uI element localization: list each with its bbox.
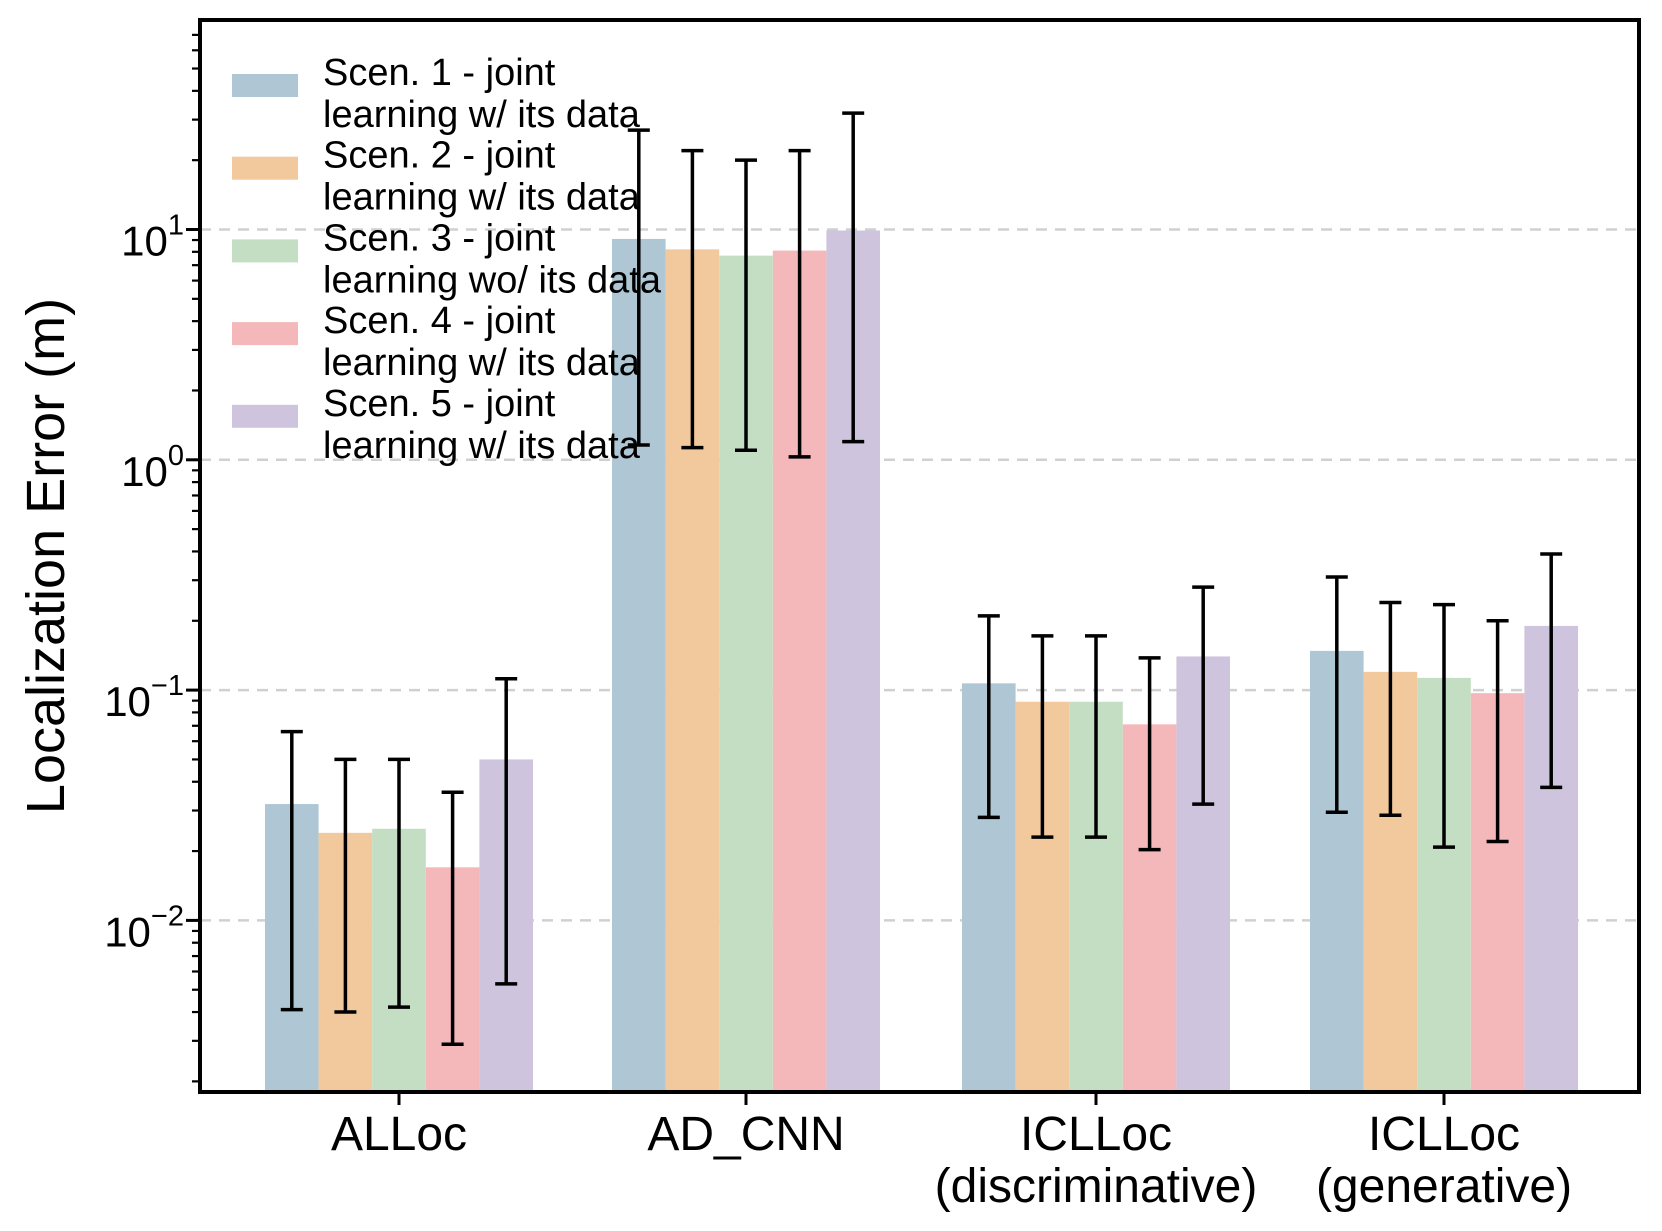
y-tick-label: 101 [121,210,184,265]
legend-label-line: learning w/ its data [323,94,641,136]
x-category-label: (discriminative) [935,1160,1258,1213]
legend-swatch [232,322,298,346]
y-tick-label: 10−2 [104,900,184,955]
legend-swatch [232,156,298,180]
x-category-label: ALLoc [331,1108,467,1161]
x-category-label: (generative) [1316,1160,1572,1213]
x-category-label: ICLLoc [1368,1108,1520,1161]
legend-swatch [232,74,298,97]
x-category-label: AD_CNN [647,1108,844,1161]
legend-label-line: learning w/ its data [323,177,641,219]
y-tick-labels: 101 100 10−1 10−2 [104,210,184,956]
legend-label-line: learning w/ its data [323,342,641,384]
y-tick-label: 100 [121,440,184,495]
legend-swatch [232,404,298,428]
x-axis-labels: ALLoc AD_CNN ICLLoc(discriminative)ICLLoc(… [331,1108,1572,1213]
legend-swatch [232,239,298,263]
error-bars-group [280,111,1563,1046]
x-category-label: ICLLoc [1020,1108,1172,1161]
y-tick-label: 10−1 [104,670,184,725]
y-axis-title: Localization Error (m) [16,297,76,815]
legend-label-line: Scen. 5 - joint [323,383,556,425]
legend-label-line: Scen. 1 - joint [323,52,556,94]
legend-label-line: Scen. 3 - joint [323,217,556,259]
legend-label-line: Scen. 4 - joint [323,300,556,342]
legend-label-line: learning wo/ its data [323,259,662,301]
legend-label-line: Scen. 2 - joint [323,135,556,177]
legend-label-line: learning w/ its data [323,425,641,467]
plot-border [198,18,1641,1094]
